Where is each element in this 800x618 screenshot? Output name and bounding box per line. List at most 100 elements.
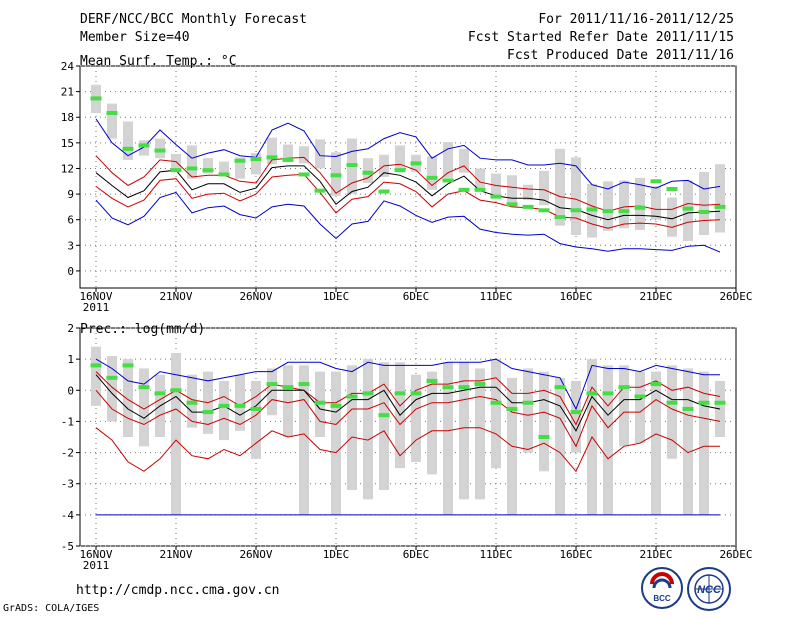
observed-marker [266, 155, 278, 160]
observed-marker [394, 391, 406, 396]
observed-marker [282, 385, 294, 390]
y-tick-label: 18 [61, 111, 74, 124]
x-tick-label: 1DEC [323, 290, 350, 303]
y-tick-label: 6 [67, 214, 74, 227]
spread-bar [171, 352, 181, 515]
fcst-produced-date: Fcst Produced Date 2011/11/16 [507, 48, 734, 63]
observed-marker [122, 363, 134, 368]
spread-bar [107, 356, 117, 422]
observed-marker [282, 157, 294, 162]
spread-bar [299, 365, 309, 515]
observed-marker [522, 204, 534, 209]
spread-bar [523, 368, 533, 453]
y-tick-label: -4 [61, 509, 75, 522]
observed-marker [314, 188, 326, 193]
spread-bar [699, 371, 709, 515]
observed-marker [618, 385, 630, 390]
spread-bar [139, 368, 149, 447]
spread-bar [91, 346, 101, 406]
observed-marker [218, 403, 230, 408]
observed-marker [570, 410, 582, 415]
observed-marker [106, 110, 118, 115]
observed-marker [570, 208, 582, 213]
series-line-upper [95, 155, 721, 212]
observed-marker [714, 400, 726, 405]
spread-bar [699, 171, 709, 236]
spread-bar [667, 365, 677, 459]
spread-bar [571, 380, 581, 453]
y-tick-label: 3 [67, 239, 74, 252]
spread-bar [715, 164, 725, 233]
observed-marker [474, 187, 486, 192]
observed-marker [218, 172, 230, 177]
observed-marker [362, 391, 374, 396]
spread-bar [251, 380, 261, 459]
spread-bar [475, 168, 485, 189]
observed-marker [410, 391, 422, 396]
y-tick-label: 12 [61, 162, 74, 175]
forecast-period: For 2011/11/16-2011/12/25 [538, 12, 734, 27]
spread-bar [507, 175, 517, 206]
plot-frame [79, 327, 737, 547]
spread-bar [539, 171, 549, 206]
x-tick-label: 26DEC [719, 290, 752, 303]
spread-bar [315, 139, 325, 169]
observed-marker [138, 385, 150, 390]
forecast-title: DERF/NCC/BCC Monthly Forecast [80, 12, 307, 27]
spread-bar [443, 141, 453, 178]
observed-marker [714, 204, 726, 209]
temp-panel-title: Mean Surf. Temp.: °C [80, 54, 237, 69]
x-tick-label: 26NOV [239, 548, 272, 561]
precip-panel-title: Prec.: log(mm/d) [80, 322, 205, 337]
spread-bar [571, 157, 581, 236]
observed-marker [362, 170, 374, 175]
x-tick-label: 16NOV [79, 548, 112, 561]
x-tick-label: 21DEC [639, 290, 672, 303]
observed-marker [330, 173, 342, 178]
observed-marker [394, 168, 406, 173]
observed-marker [586, 207, 598, 212]
spread-bar [235, 374, 245, 431]
spread-bar [555, 148, 565, 226]
spread-bar [619, 365, 629, 447]
y-tick-label: 0 [67, 265, 74, 278]
spread-bar [395, 145, 405, 169]
spread-bar [459, 148, 469, 173]
series-line-mean [95, 165, 721, 221]
observed-marker [682, 206, 694, 211]
bcc-logo: BCC [641, 567, 683, 609]
observed-marker [378, 189, 390, 194]
source-url[interactable]: http://cmdp.ncc.cma.gov.cn [76, 583, 280, 598]
observed-marker [234, 403, 246, 408]
observed-marker [442, 178, 454, 183]
x-tick-label: 21NOV [159, 548, 192, 561]
y-tick-label: -2 [61, 447, 74, 460]
series-line-mean [95, 374, 721, 432]
observed-marker [426, 378, 438, 383]
observed-marker [90, 96, 102, 101]
x-tick-label: 16DEC [559, 548, 592, 561]
y-tick-label: -1 [61, 415, 74, 428]
series-line-min [95, 427, 720, 473]
spread-bar [651, 186, 661, 220]
observed-marker [90, 363, 102, 368]
observed-marker [490, 194, 502, 199]
observed-marker [458, 187, 470, 192]
x-tick-label: 1DEC [323, 548, 350, 561]
spread-bar [363, 359, 373, 500]
spread-bar [107, 103, 117, 139]
spread-bar [139, 140, 149, 156]
spread-bar [235, 157, 245, 179]
x-year-label: 2011 [83, 301, 110, 314]
x-tick-label: 26NOV [239, 290, 272, 303]
x-tick-label: 21DEC [639, 548, 672, 561]
observed-marker [298, 382, 310, 387]
observed-marker [538, 435, 550, 439]
observed-marker [522, 400, 534, 405]
observed-marker [634, 205, 646, 210]
observed-marker [506, 406, 518, 411]
observed-marker [250, 157, 262, 162]
spread-bar [267, 137, 277, 165]
spread-bar [475, 368, 485, 500]
